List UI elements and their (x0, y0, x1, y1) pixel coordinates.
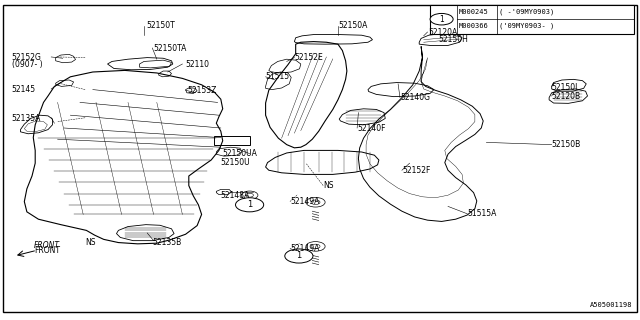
Polygon shape (430, 5, 634, 34)
Text: NS: NS (85, 238, 95, 247)
Text: (0907- ): (0907- ) (12, 60, 42, 68)
Text: 52148A: 52148A (221, 191, 250, 200)
Text: 52152E: 52152E (294, 53, 323, 62)
Text: 52140F: 52140F (357, 124, 386, 132)
Text: A505001198: A505001198 (590, 302, 632, 308)
Text: 1: 1 (439, 15, 444, 24)
Text: 52135B: 52135B (152, 238, 182, 247)
Text: 51515A: 51515A (467, 209, 497, 218)
Text: 52120B: 52120B (552, 92, 581, 100)
Text: 52150B: 52150B (552, 140, 581, 149)
Text: 52120A: 52120A (429, 28, 458, 36)
Text: 52150U: 52150U (221, 158, 250, 167)
Text: M000366: M000366 (459, 23, 488, 29)
Text: 52135A: 52135A (12, 114, 41, 123)
Text: 52140G: 52140G (400, 93, 430, 102)
Text: ( -'09MY0903): ( -'09MY0903) (499, 8, 554, 15)
Text: 52150UA: 52150UA (223, 149, 257, 158)
Text: 52110: 52110 (186, 60, 210, 68)
Circle shape (430, 13, 453, 25)
Text: 1: 1 (296, 252, 301, 260)
Text: 52153Z: 52153Z (188, 86, 217, 95)
Text: 52150T: 52150T (146, 21, 175, 30)
Text: 52149A: 52149A (290, 197, 319, 206)
Circle shape (236, 198, 264, 212)
Text: 52152F: 52152F (402, 166, 430, 175)
Text: 52145: 52145 (12, 85, 36, 94)
Text: 52152G: 52152G (12, 53, 42, 62)
Text: 1: 1 (247, 200, 252, 209)
Text: 52150TA: 52150TA (154, 44, 187, 52)
Text: 51515: 51515 (266, 72, 290, 81)
Text: FRONT: FRONT (34, 246, 60, 255)
Text: ('09MY0903- ): ('09MY0903- ) (499, 23, 554, 29)
Text: NS: NS (323, 181, 333, 190)
Text: 52149A: 52149A (290, 244, 319, 253)
Text: M000245: M000245 (459, 9, 488, 15)
Text: 52150H: 52150H (438, 35, 468, 44)
Circle shape (285, 249, 313, 263)
Text: 52150A: 52150A (338, 21, 367, 30)
Text: FRONT: FRONT (34, 241, 60, 250)
Text: 52150I: 52150I (552, 83, 578, 92)
